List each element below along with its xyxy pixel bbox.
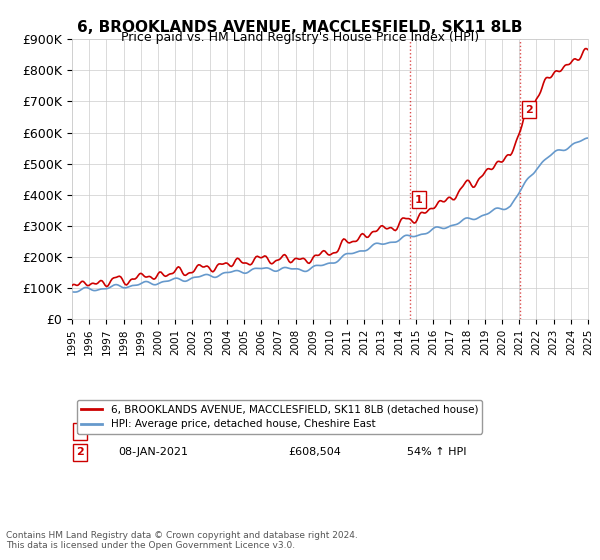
- Text: 08-JAN-2021: 08-JAN-2021: [118, 447, 188, 457]
- Text: Contains HM Land Registry data © Crown copyright and database right 2024.
This d: Contains HM Land Registry data © Crown c…: [6, 530, 358, 550]
- Text: £608,504: £608,504: [289, 447, 341, 457]
- Legend: 6, BROOKLANDS AVENUE, MACCLESFIELD, SK11 8LB (detached house), HPI: Average pric: 6, BROOKLANDS AVENUE, MACCLESFIELD, SK11…: [77, 400, 482, 433]
- Text: 1: 1: [415, 194, 423, 204]
- Text: 2: 2: [76, 447, 83, 457]
- Text: 6% ↑ HPI: 6% ↑ HPI: [407, 426, 460, 436]
- Text: 6, BROOKLANDS AVENUE, MACCLESFIELD, SK11 8LB: 6, BROOKLANDS AVENUE, MACCLESFIELD, SK11…: [77, 20, 523, 35]
- Text: £320,000: £320,000: [289, 426, 341, 436]
- Text: 21-AUG-2014: 21-AUG-2014: [118, 426, 193, 436]
- Text: Price paid vs. HM Land Registry's House Price Index (HPI): Price paid vs. HM Land Registry's House …: [121, 31, 479, 44]
- Text: 1: 1: [76, 426, 83, 436]
- Text: 54% ↑ HPI: 54% ↑ HPI: [407, 447, 467, 457]
- Text: 2: 2: [525, 105, 533, 115]
